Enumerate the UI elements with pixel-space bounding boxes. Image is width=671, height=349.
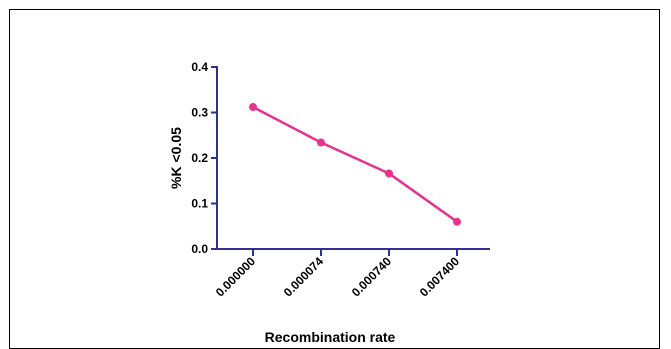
x-tick-label: 0.000740 xyxy=(349,254,395,300)
data-point xyxy=(385,169,393,178)
x-axis-label: Recombination rate xyxy=(265,329,396,344)
y-tick-label: 0.4 xyxy=(191,60,208,74)
y-ticks: 0.0 0.1 0.2 0.3 0.4 xyxy=(191,60,217,256)
y-tick-label: 0.3 xyxy=(191,106,208,120)
data-point xyxy=(317,138,325,147)
y-tick-label: 0.2 xyxy=(191,151,208,165)
x-tick-label: 0.007400 xyxy=(417,254,463,300)
series-line xyxy=(252,105,458,223)
y-axis-label: %K <0.05 xyxy=(168,127,184,189)
x-tick-label: 0.000074 xyxy=(281,254,327,300)
chart-frame xyxy=(9,9,660,349)
data-point xyxy=(453,217,461,226)
data-point xyxy=(249,103,257,112)
x-tick-label: 0.000000 xyxy=(213,254,259,300)
y-tick-label: 0.1 xyxy=(191,197,208,211)
x-ticks: 0.000000 0.000074 0.000740 0.007400 xyxy=(213,249,463,300)
y-tick-label: 0.0 xyxy=(191,242,208,256)
data-series xyxy=(249,103,461,226)
